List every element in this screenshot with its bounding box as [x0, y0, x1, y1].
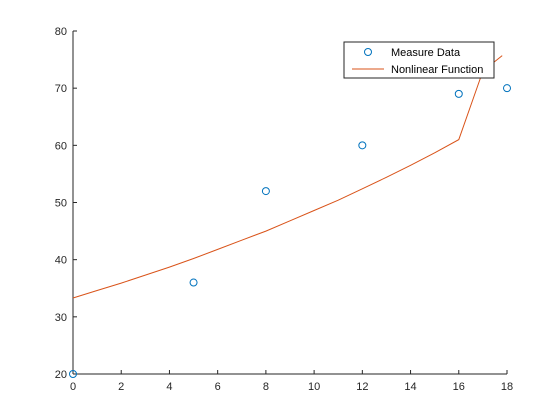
legend-box	[343, 41, 495, 79]
data-point	[261, 187, 270, 196]
y-tick-label: 30	[55, 312, 67, 324]
x-tick-label: 14	[404, 381, 416, 393]
y-tick-label: 40	[55, 255, 67, 267]
y-tick-label: 50	[55, 198, 67, 210]
data-point	[189, 278, 198, 287]
y-tick-label: 20	[55, 369, 67, 381]
data-point	[358, 141, 367, 150]
curve-layer	[72, 55, 503, 299]
x-tick-label: 12	[356, 381, 368, 393]
nonlinear-function-curve	[72, 55, 503, 299]
y-tick-label: 60	[55, 140, 67, 152]
x-tick-label: 0	[70, 381, 76, 393]
plot-area: 0 2 4 6 8 10 12 14 16 18 20 30 40 50 60 70 80	[55, 26, 513, 393]
data-point	[69, 370, 77, 378]
x-tick-label: 18	[501, 381, 513, 393]
y-tick-label: 80	[55, 26, 67, 38]
legend-label: Measure Data	[391, 47, 461, 59]
marker-layer	[69, 84, 511, 378]
legend-marker-swatch	[364, 48, 372, 56]
x-tick-label: 4	[166, 381, 172, 393]
y-tick-label: 70	[55, 83, 67, 95]
legend: Measure Data Nonlinear Function	[343, 41, 495, 79]
x-tick-label: 8	[263, 381, 269, 393]
data-point	[454, 89, 463, 98]
x-tick-label: 6	[215, 381, 221, 393]
x-tick-label: 2	[118, 381, 124, 393]
legend-label: Nonlinear Function	[391, 64, 483, 76]
data-point	[503, 84, 511, 93]
x-tick-label: 16	[453, 381, 465, 393]
x-tick-label: 10	[308, 381, 320, 393]
axes: 0 2 4 6 8 10 12 14 16 18 20 30 40 50 60 70 80	[55, 26, 513, 393]
